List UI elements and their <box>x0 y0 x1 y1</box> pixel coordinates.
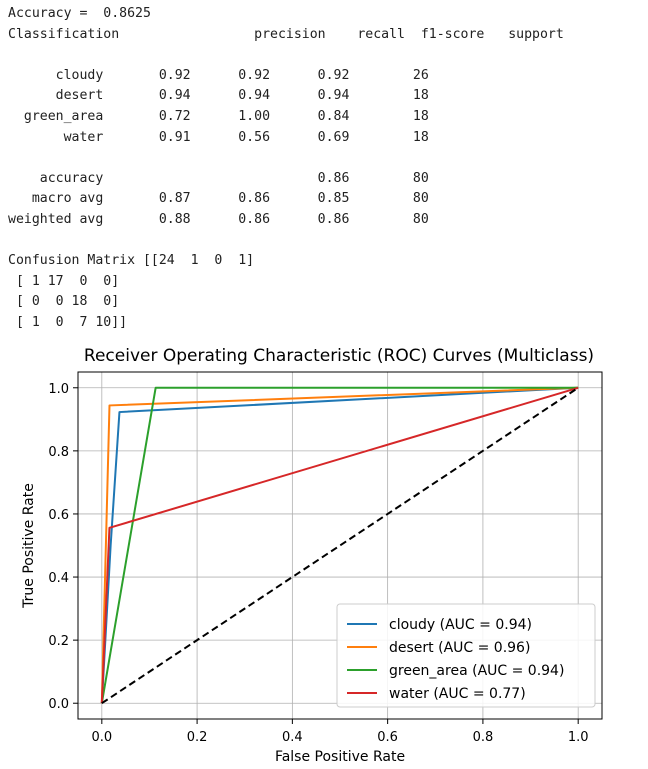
legend-entry: desert (AUC = 0.96) <box>389 640 530 656</box>
report-line: Accuracy = 0.8625 <box>8 6 151 21</box>
report-line: cloudy 0.92 0.92 0.92 26 <box>8 67 429 83</box>
legend-entry: water (AUC = 0.77) <box>389 686 526 702</box>
roc-chart: Receiver Operating Characteristic (ROC) … <box>21 346 603 765</box>
report-line: [ 0 0 18 0] <box>8 294 120 310</box>
y-tick-label: 1.0 <box>48 382 69 397</box>
axis-ticks: 0.0 0.2 0.4 0.6 0.8 1.0 0.0 0.2 0.4 0.6 0.8 1.0 <box>48 382 588 745</box>
legend-box <box>336 603 596 708</box>
report-line: desert 0.94 0.94 0.94 18 <box>8 88 429 104</box>
x-tick-label: 0.6 <box>377 730 398 745</box>
x-tick-label: 0.8 <box>473 730 494 745</box>
legend-entry: green_area (AUC = 0.94) <box>389 663 564 679</box>
chart-title: Receiver Operating Characteristic (ROC) … <box>84 346 594 366</box>
chance-diagonal <box>101 386 579 705</box>
legend: cloudy (AUC = 0.94) desert (AUC = 0.96) gr… <box>336 603 596 708</box>
classification-report: Accuracy = 0.8625 Classification precisi… <box>8 4 564 334</box>
y-tick-label: 0.4 <box>48 571 69 586</box>
report-line: green_area 0.72 1.00 0.84 18 <box>8 108 429 124</box>
report-line: [ 1 17 0 0] <box>8 273 120 289</box>
plot-lines <box>100 386 579 705</box>
y-tick-label: 0.6 <box>48 508 69 523</box>
x-tick-label: 0.2 <box>187 730 208 745</box>
y-axis-label: True Positive Rate <box>21 483 37 609</box>
report-line: accuracy 0.86 80 <box>8 170 429 186</box>
roc-line-3 <box>100 386 579 704</box>
x-tick-label: 0.4 <box>282 730 303 745</box>
plot-frame <box>77 371 603 720</box>
x-tick-label: 0.0 <box>91 730 112 745</box>
y-tick-label: 0.0 <box>48 697 69 712</box>
y-tick-label: 0.2 <box>48 634 69 649</box>
report-line: water 0.91 0.56 0.69 18 <box>8 129 429 145</box>
roc-line-1 <box>100 386 579 704</box>
y-tick-label: 0.8 <box>48 445 69 460</box>
report-line: Confusion Matrix [[24 1 0 1] <box>8 253 255 269</box>
x-tick-label: 1.0 <box>568 730 589 745</box>
report-line: Classification precision recall f1-score… <box>8 26 564 42</box>
roc-line-2 <box>100 386 579 704</box>
report-line: [ 1 0 7 10]] <box>8 314 128 330</box>
x-axis-label: False Positive Rate <box>275 749 405 765</box>
legend-entry: cloudy (AUC = 0.94) <box>389 617 532 633</box>
report-line: weighted avg 0.88 0.86 0.86 80 <box>8 211 429 227</box>
report-line: macro avg 0.87 0.86 0.85 80 <box>8 191 429 207</box>
